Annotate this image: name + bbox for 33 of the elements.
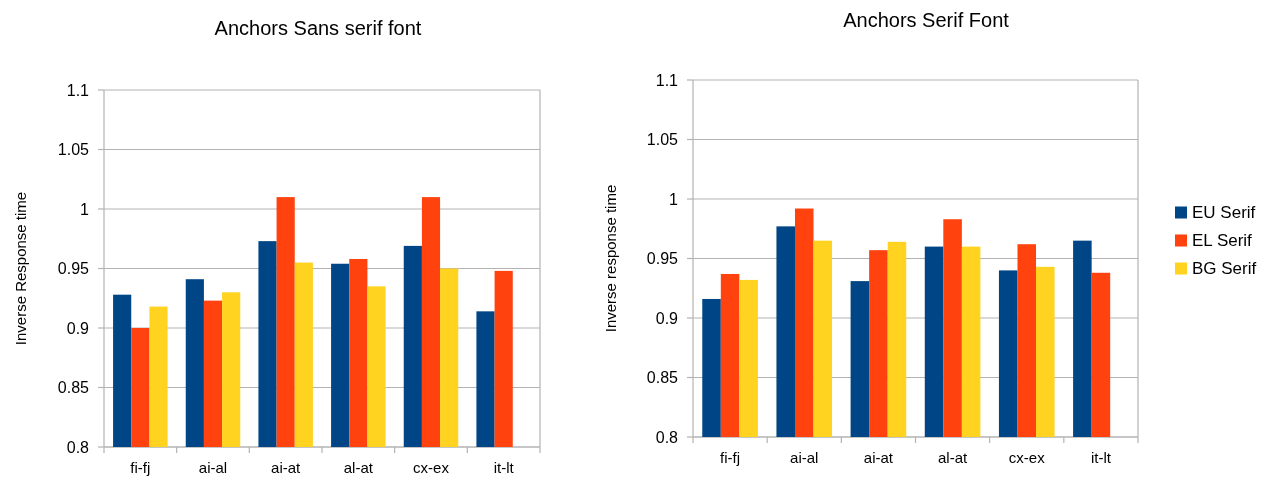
x-tick-label: it-lt — [1090, 448, 1112, 466]
y-tick-label: 1.1 — [66, 81, 90, 99]
x-tick-label: fi-fj — [720, 448, 741, 466]
x-tick-label: ai-at — [863, 448, 894, 466]
legend-label: BG Serif — [1192, 259, 1257, 278]
x-tick-label: ai-at — [271, 458, 302, 476]
y-tick-label: 1.05 — [646, 131, 679, 148]
y-tick-label: 0.85 — [646, 369, 679, 386]
y-tick-label: 1 — [669, 190, 679, 208]
y-tick-label: 0.85 — [57, 379, 90, 396]
x-tick-label: it-lt — [493, 458, 515, 476]
x-tick-label: al-at — [343, 458, 374, 476]
x-tick-label: cx-ex — [413, 458, 450, 476]
y-tick-label: 0.95 — [57, 260, 90, 277]
y-tick-label: 0.8 — [655, 428, 679, 446]
x-tick-label: cx-ex — [1008, 448, 1046, 466]
x-tick-label: fi-fj — [130, 458, 151, 476]
y-tick-label: 0.95 — [646, 250, 679, 267]
legend-label: EL Serif — [1192, 231, 1253, 250]
y-tick-label: 1.1 — [655, 71, 679, 89]
x-tick-label: ai-al — [790, 448, 819, 466]
x-tick-label: al-at — [937, 448, 968, 466]
y-axis-title: Inverse Response time — [11, 191, 29, 346]
chart-title: Anchors Sans serif font — [214, 17, 422, 39]
y-tick-label: 1 — [80, 200, 90, 218]
legend-label: EU Serif — [1192, 203, 1256, 222]
x-tick-label: ai-al — [198, 458, 228, 476]
y-tick-label: 1.05 — [57, 141, 90, 158]
y-axis-title: Inverse response time — [601, 184, 619, 333]
y-tick-label: 0.8 — [66, 438, 90, 456]
y-tick-label: 0.9 — [66, 319, 90, 337]
chart-title: Anchors Serif Font — [843, 9, 1010, 31]
y-tick-label: 0.9 — [655, 309, 679, 327]
